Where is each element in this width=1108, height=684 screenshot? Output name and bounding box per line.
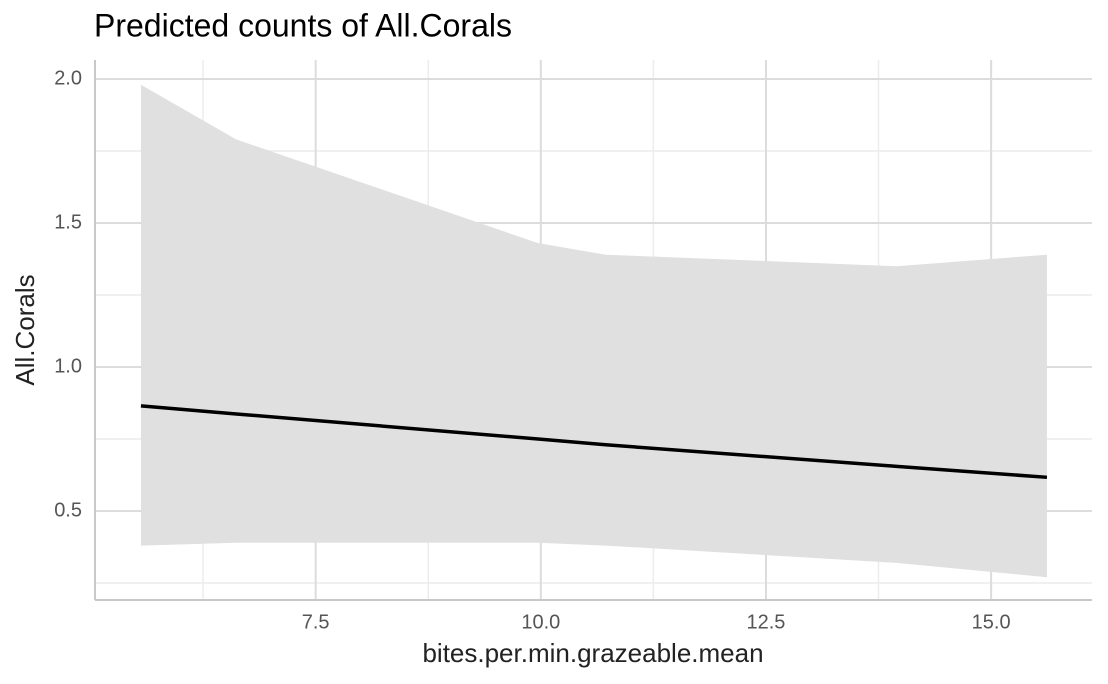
chart-title: Predicted counts of All.Corals (94, 7, 512, 43)
line (140, 404, 1048, 480)
x-tick-label: 15.0 (972, 611, 1011, 633)
y-tick-label: 0.5 (54, 499, 82, 521)
y-tick-label: 1.5 (54, 211, 82, 233)
x-tick-label: 7.5 (302, 611, 330, 633)
confidence-band (140, 84, 1047, 578)
marks (140, 84, 1048, 578)
x-axis-label: bites.per.min.grazeable.mean (422, 638, 763, 668)
x-tick-label: 12.5 (747, 611, 786, 633)
x-tick-label: 10.0 (521, 611, 560, 633)
y-axis-label: All.Corals (10, 274, 40, 385)
y-tick-label: 1.0 (54, 355, 82, 377)
y-tick-label: 2.0 (54, 67, 82, 89)
